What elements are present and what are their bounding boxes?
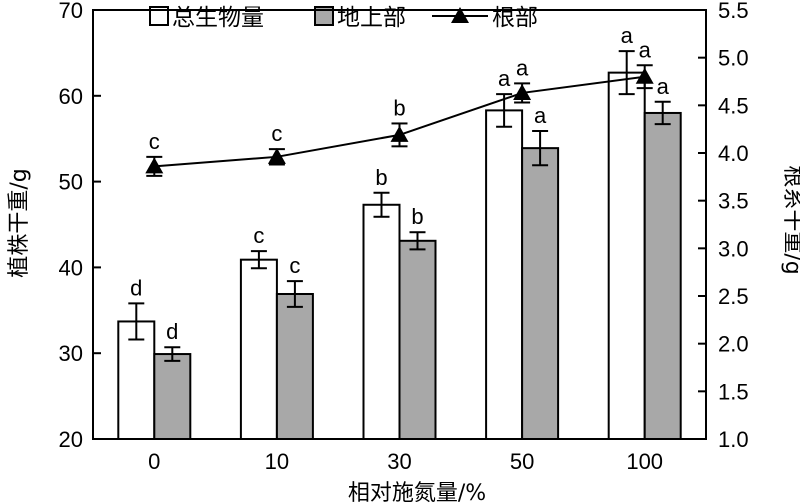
root-significance-label: c (149, 129, 160, 154)
bar-total-biomass (239, 258, 278, 441)
root-line (154, 75, 645, 168)
y-tick-label: 40 (59, 255, 83, 280)
root-point (513, 83, 532, 100)
legend-swatch-total (149, 6, 169, 26)
x-tick-label: 100 (626, 449, 663, 474)
bar-aboveground (275, 292, 314, 440)
significance-label: a (534, 103, 547, 128)
significance-label: a (621, 23, 634, 48)
bar-total-biomass (117, 320, 156, 441)
y2-tick-label: 2.0 (718, 332, 749, 357)
legend-swatch-above (314, 6, 334, 26)
bar-aboveground (153, 353, 192, 441)
y-tick-label: 60 (59, 84, 83, 109)
y2-tick-label: 1.5 (718, 379, 749, 404)
y2-tick-label: 2.5 (718, 284, 749, 309)
legend: 总生物量 地上部 根部 (149, 5, 538, 31)
bar-aboveground (521, 147, 560, 440)
y-tick-label: 30 (59, 341, 83, 366)
significance-label: b (375, 165, 387, 190)
significance-label: d (130, 275, 142, 300)
y2-tick-label: 4.0 (718, 141, 749, 166)
y2-tick-label: 5.0 (718, 46, 749, 71)
bar-aboveground (643, 111, 682, 441)
significance-label: b (411, 204, 423, 229)
y-tick-label: 70 (59, 0, 83, 23)
bar-total-biomass (607, 71, 646, 440)
significance-label: d (166, 319, 178, 344)
bar-total-biomass (485, 109, 524, 441)
legend-label-total: 总生物量 (172, 5, 264, 31)
root-point (635, 67, 654, 84)
x-tick-label: 50 (510, 449, 534, 474)
root-significance-label: b (393, 95, 405, 120)
x-tick-label: 30 (387, 449, 411, 474)
y-tick-label: 20 (59, 427, 83, 452)
significance-label: c (289, 253, 300, 278)
root-significance-label: c (271, 121, 282, 146)
root-point (267, 147, 286, 164)
y2-tick-label: 4.5 (718, 93, 749, 118)
legend-marker-root (451, 7, 469, 23)
axes: 20 30 40 50 60 70 1.0 1.5 2.0 2.5 3.0 3.5 4.0 4.5 5.0 5… (59, 0, 749, 474)
root-series (145, 64, 654, 177)
y2-tick-label: 3.5 (718, 189, 749, 214)
legend-label-root: 根部 (492, 5, 538, 31)
y2-tick-label: 3.0 (718, 236, 749, 261)
root-significance-label: a (639, 37, 652, 62)
root-point (145, 157, 164, 174)
bars (117, 50, 682, 441)
y-axis-title: 植株干重/g (7, 168, 32, 277)
root-significance-label: a (516, 55, 529, 80)
significance-label: a (657, 74, 670, 99)
bar-aboveground (398, 239, 437, 440)
y2-axis-title: 根系干重/g (780, 165, 800, 274)
x-axis-title: 相对施氮量/% (348, 481, 486, 503)
bar-total-biomass (362, 203, 401, 440)
x-tick-label: 10 (265, 449, 289, 474)
y2-tick-label: 5.5 (718, 0, 749, 23)
root-point (390, 125, 409, 142)
legend-label-above: 地上部 (337, 5, 406, 31)
significance-label: c (253, 223, 264, 248)
x-tick-label: 0 (148, 449, 160, 474)
y2-tick-label: 1.0 (718, 427, 749, 452)
y-tick-label: 50 (59, 170, 83, 195)
significance-label: a (498, 66, 511, 91)
